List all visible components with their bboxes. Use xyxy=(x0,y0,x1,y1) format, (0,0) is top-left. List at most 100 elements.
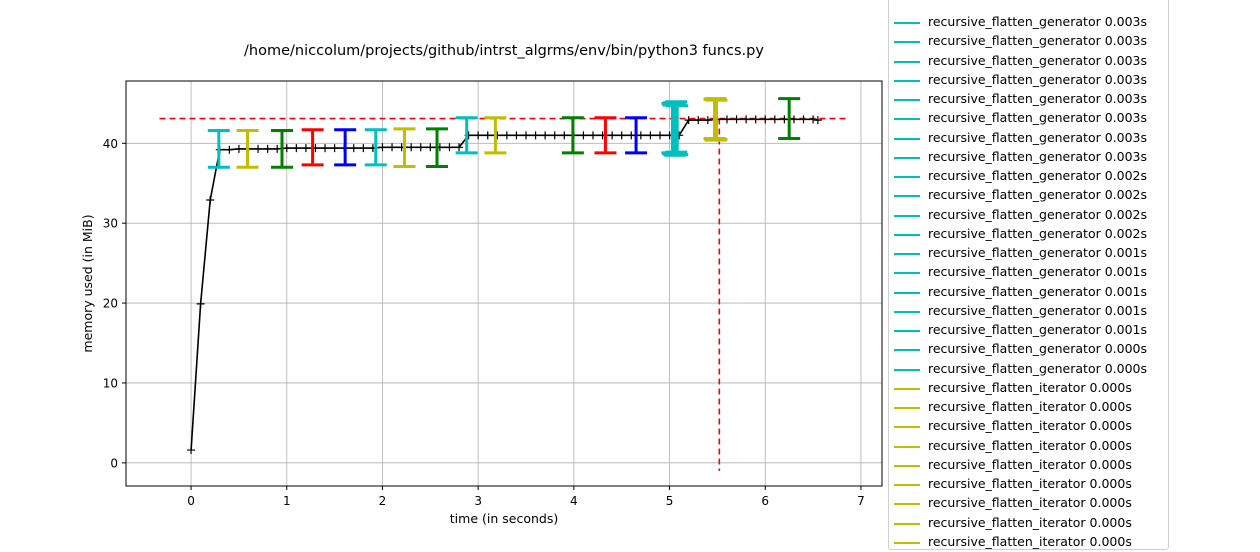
function-bracket xyxy=(705,98,728,141)
legend-swatch xyxy=(894,156,920,159)
legend-item: recursive_flatten_generator 0.003s xyxy=(889,52,1167,71)
legend-item: recursive_flatten_generator 0.002s xyxy=(889,225,1167,244)
legend-swatch xyxy=(894,22,920,24)
memory-point-marker xyxy=(541,131,550,140)
function-brackets xyxy=(207,97,801,169)
legend-swatch xyxy=(894,291,920,294)
legend-swatch xyxy=(894,79,920,82)
legend-label: recursive_flatten_generator 0.002s xyxy=(928,225,1148,241)
legend-label: recursive_flatten_generator 0.003s xyxy=(928,110,1148,126)
memory-point-marker xyxy=(512,131,521,140)
legend-swatch xyxy=(894,484,920,486)
legend-swatch xyxy=(894,387,920,390)
plot-area-frame xyxy=(125,80,883,487)
legend-item: recursive_flatten_iterator 0.000s xyxy=(889,514,1167,533)
function-bracket xyxy=(270,129,293,169)
function-bracket xyxy=(393,127,416,168)
memory-point-marker xyxy=(751,115,760,124)
x-axis-label: time (in seconds) xyxy=(450,511,558,526)
memory-point-marker xyxy=(254,144,263,153)
legend-swatch xyxy=(894,272,920,275)
memory-point-marker xyxy=(646,131,655,140)
x-tick-label: 5 xyxy=(666,494,674,508)
memory-point-marker xyxy=(407,143,416,152)
legend-swatch xyxy=(894,195,920,198)
memory-point-marker xyxy=(474,131,483,140)
memory-point-marker xyxy=(445,143,454,152)
legend-item: recursive_flatten_generator 0.000s xyxy=(889,360,1167,379)
legend: recursive_flatten_generator 0.003s recurs… xyxy=(888,0,1169,550)
function-bracket xyxy=(778,97,801,141)
legend-item: recursive_flatten_generator 0.003s xyxy=(889,32,1167,51)
function-bracket xyxy=(594,116,617,155)
legend-swatch xyxy=(894,503,920,506)
memory-point-marker xyxy=(502,131,511,140)
legend-label: recursive_flatten_generator 0.001s xyxy=(928,302,1148,318)
function-bracket xyxy=(364,128,387,167)
y-tick-label: 10 xyxy=(103,376,118,390)
legend-swatch xyxy=(894,41,920,44)
legend-label: recursive_flatten_generator 0.002s xyxy=(928,206,1148,222)
memory-point-marker xyxy=(732,115,741,124)
legend-label: recursive_flatten_iterator 0.000s xyxy=(928,418,1132,434)
memory-point-marker xyxy=(703,116,712,125)
legend-swatch xyxy=(894,330,920,332)
memory-point-marker xyxy=(789,115,798,124)
memory-point-marker xyxy=(187,446,196,455)
legend-swatch xyxy=(894,349,920,352)
legend-label: recursive_flatten_generator 0.003s xyxy=(928,71,1148,87)
legend-swatch xyxy=(894,137,920,140)
memory-point-marker xyxy=(588,131,597,140)
function-bracket xyxy=(236,129,259,169)
function-bracket xyxy=(625,116,648,155)
legend-label: recursive_flatten_generator 0.001s xyxy=(928,322,1148,337)
legend-item: recursive_flatten_generator 0.002s xyxy=(889,186,1167,205)
legend-item: recursive_flatten_generator 0.001s xyxy=(889,321,1167,340)
legend-swatch xyxy=(894,253,920,255)
x-tick-label: 0 xyxy=(187,494,195,508)
legend-item: recursive_flatten_iterator 0.000s xyxy=(889,533,1167,552)
legend-item: recursive_flatten_generator 0.003s xyxy=(889,148,1167,167)
function-bracket xyxy=(455,116,478,155)
memory-point-marker xyxy=(627,131,636,140)
legend-swatch xyxy=(894,522,920,525)
memory-point-marker xyxy=(694,116,703,125)
legend-swatch xyxy=(894,368,920,371)
memory-point-marker xyxy=(263,144,272,153)
legend-item: recursive_flatten_generator 0.003s xyxy=(889,13,1167,32)
legend-swatch xyxy=(894,310,920,313)
legend-item: recursive_flatten_generator 0.003s xyxy=(889,90,1167,109)
function-bracket xyxy=(301,128,324,167)
x-tick-label: 7 xyxy=(857,494,865,508)
memory-point-marker xyxy=(321,144,330,153)
function-bracket xyxy=(561,116,584,155)
memory-point-marker xyxy=(813,116,822,125)
function-bracket xyxy=(426,127,449,168)
x-axis-ticks: 0 1 2 3 4 5 6 7 xyxy=(187,486,865,508)
memory-point-marker xyxy=(206,196,215,205)
function-bracket xyxy=(484,116,507,155)
x-tick-label: 1 xyxy=(283,494,291,508)
legend-swatch xyxy=(894,60,920,63)
legend-swatch xyxy=(894,445,920,448)
y-axis-ticks: 0 10 20 30 40 xyxy=(103,137,126,470)
legend-label: recursive_flatten_iterator 0.000s xyxy=(928,379,1132,395)
memory-point-marker xyxy=(378,143,387,152)
legend-label: recursive_flatten_generator 0.003s xyxy=(928,14,1148,29)
memory-point-marker xyxy=(684,116,693,125)
legend-label: recursive_flatten_generator 0.000s xyxy=(928,360,1148,376)
x-tick-label: 6 xyxy=(761,494,769,508)
memory-point-marker xyxy=(531,131,540,140)
memory-point-marker xyxy=(742,115,751,124)
legend-item: recursive_flatten_generator 0.001s xyxy=(889,263,1167,282)
y-tick-label: 20 xyxy=(103,297,118,311)
legend-item: recursive_flatten_generator 0.001s xyxy=(889,302,1167,321)
legend-swatch xyxy=(894,464,920,467)
y-tick-label: 30 xyxy=(103,217,118,231)
function-bracket xyxy=(207,129,230,169)
memory-point-marker xyxy=(330,144,339,153)
legend-swatch xyxy=(894,118,920,121)
legend-item: recursive_flatten_iterator 0.000s xyxy=(889,417,1167,436)
grid xyxy=(126,81,882,486)
y-tick-label: 0 xyxy=(110,456,118,470)
